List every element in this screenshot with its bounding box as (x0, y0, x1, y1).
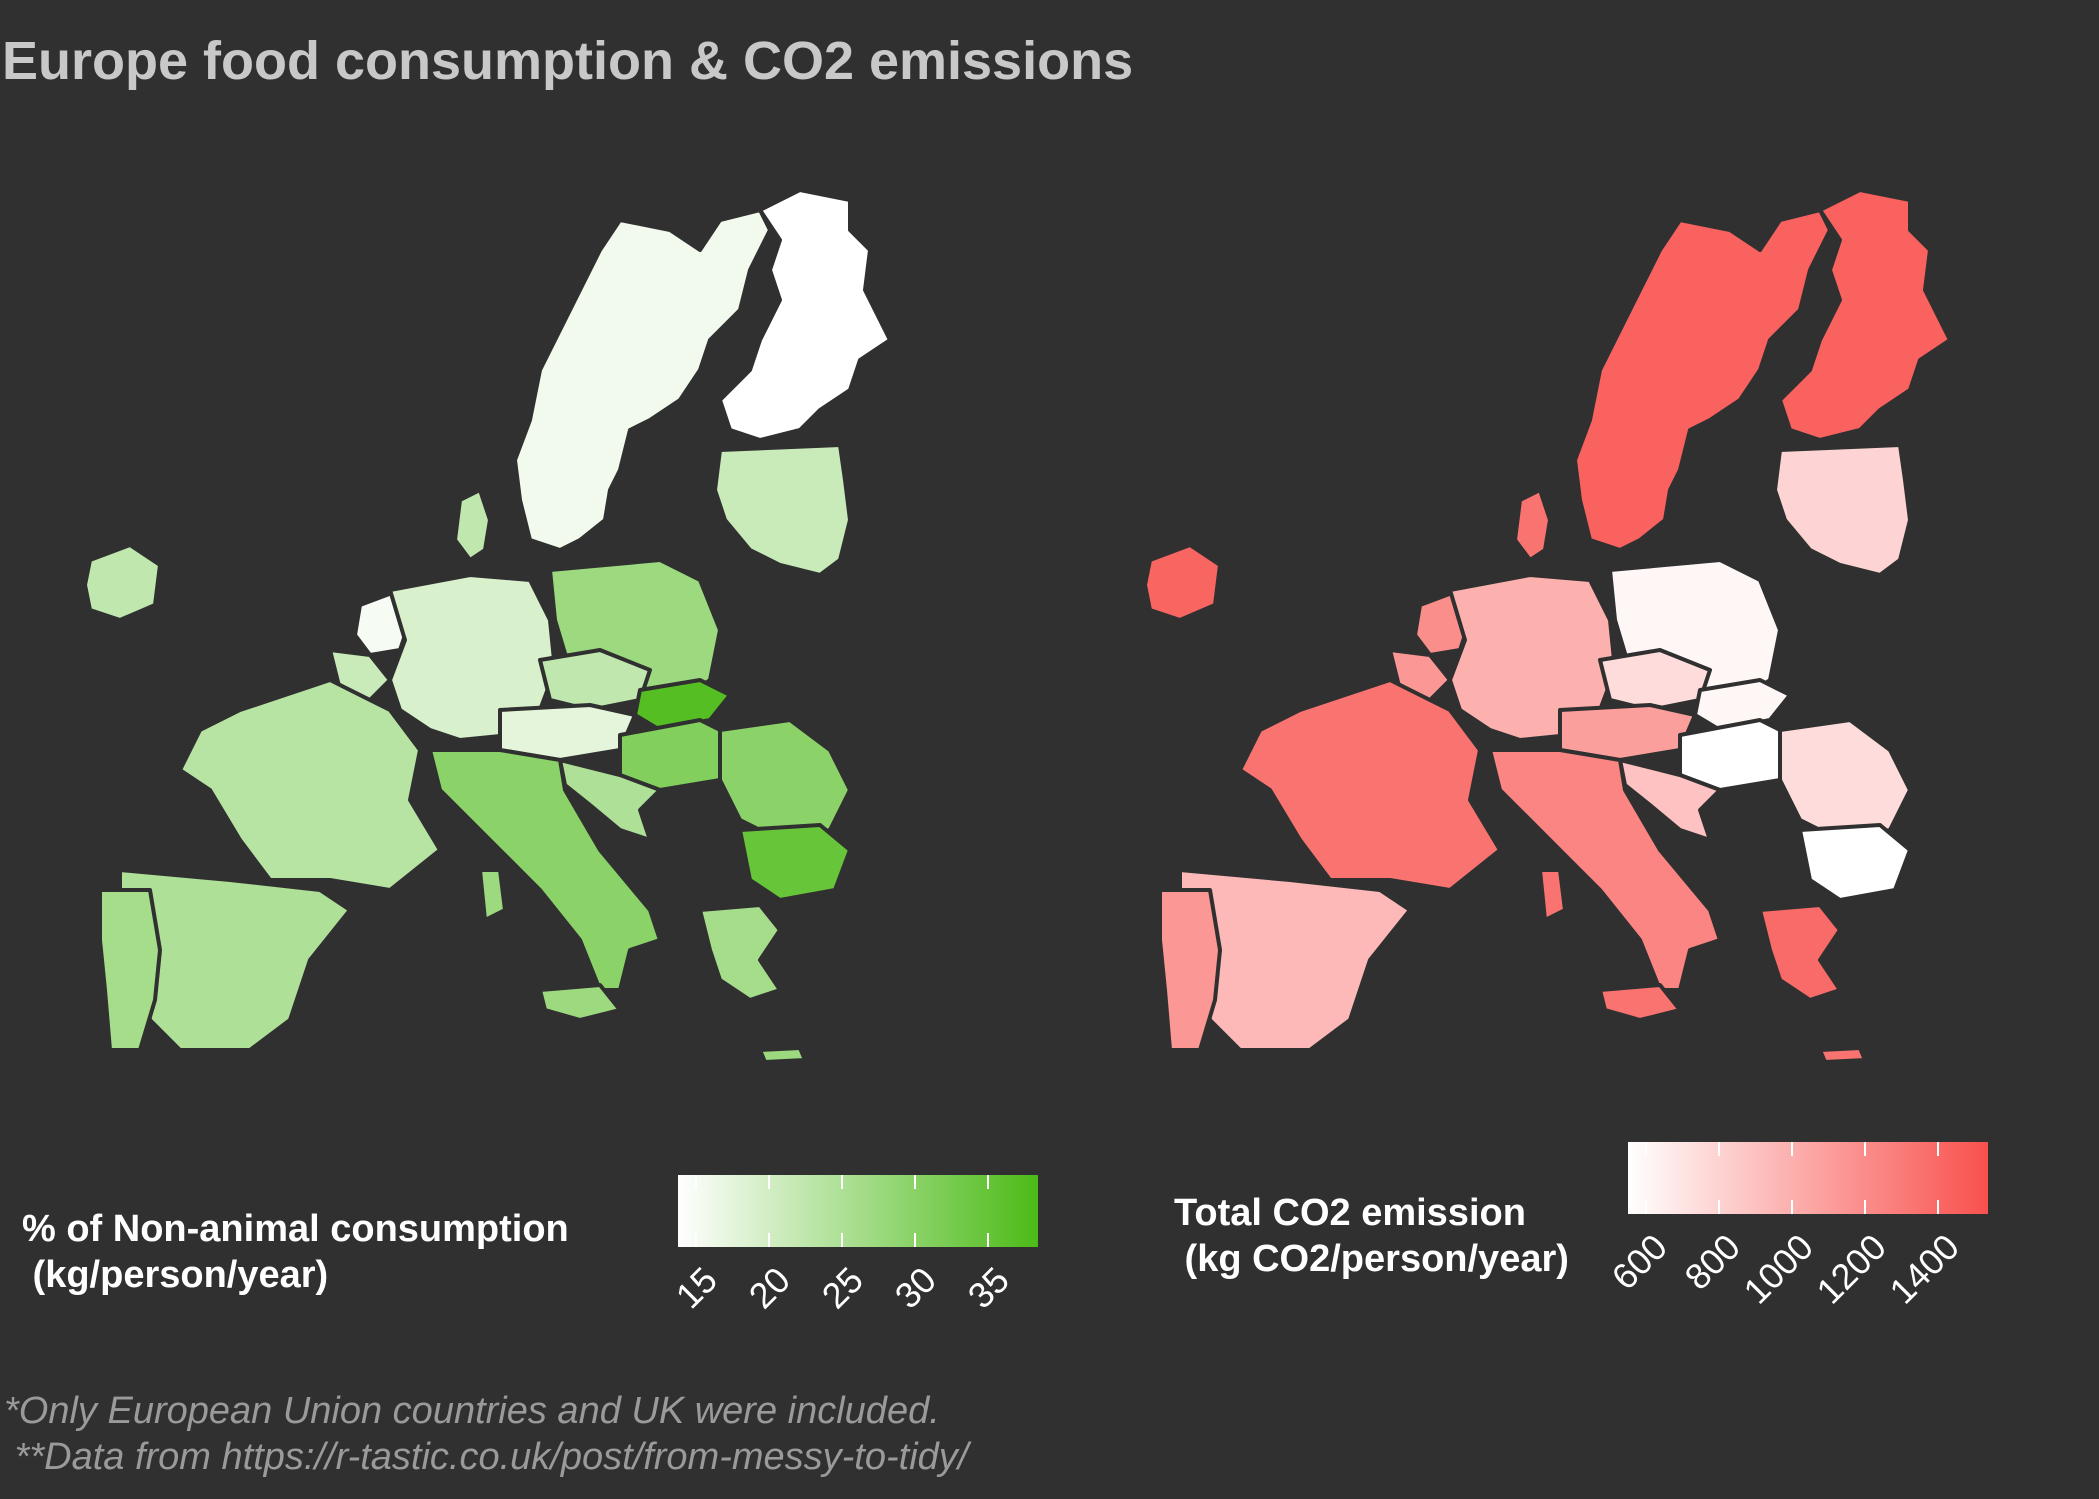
left-colorbar-gradient (678, 1175, 1038, 1247)
left-country-finland (718, 190, 892, 442)
caption-line-1: *Only European Union countries and UK we… (4, 1390, 940, 1432)
left-country-denmark (453, 488, 492, 562)
right-country-ireland (1143, 543, 1222, 622)
co2-emission-map (1143, 190, 1952, 1064)
non-animal-consumption-map (83, 190, 892, 1064)
left-country-ireland (83, 543, 162, 622)
left-country-portugal (98, 888, 162, 1052)
right-country-finland (1778, 190, 1952, 442)
left-country-italy (428, 748, 662, 992)
left-country-islands (478, 868, 807, 1064)
right-country-france (1238, 678, 1502, 892)
left-legend-title: % of Non-animal consumption (kg/person/y… (22, 1208, 569, 1296)
right-country-denmark (1513, 488, 1552, 562)
left-legend-colorbar (678, 1175, 1038, 1247)
right-legend-colorbar (1628, 1142, 1988, 1214)
right-country-islands (1538, 868, 1867, 1064)
caption-line-2: **Data from https://r-tastic.co.uk/post/… (4, 1436, 969, 1478)
right-country-slovenia-croatia (1618, 758, 1722, 842)
left-country-greece (698, 903, 782, 1002)
right-country-portugal (1158, 888, 1222, 1052)
left-country-france (178, 678, 442, 892)
left-country-slovenia-croatia (558, 758, 662, 842)
page-title: Europe food consumption & CO2 emissions (2, 31, 1134, 91)
right-country-romania (1778, 718, 1912, 842)
right-colorbar-gradient (1628, 1142, 1988, 1214)
right-country-greece (1758, 903, 1842, 1002)
right-country-baltics (1773, 443, 1912, 577)
right-legend-title: Total CO2 emission (kg CO2/person/year) (1174, 1192, 1569, 1280)
right-country-italy (1488, 748, 1722, 992)
left-country-baltics (713, 443, 852, 577)
left-country-bulgaria (738, 823, 852, 902)
right-country-bulgaria (1798, 823, 1912, 902)
left-country-romania (718, 718, 852, 842)
